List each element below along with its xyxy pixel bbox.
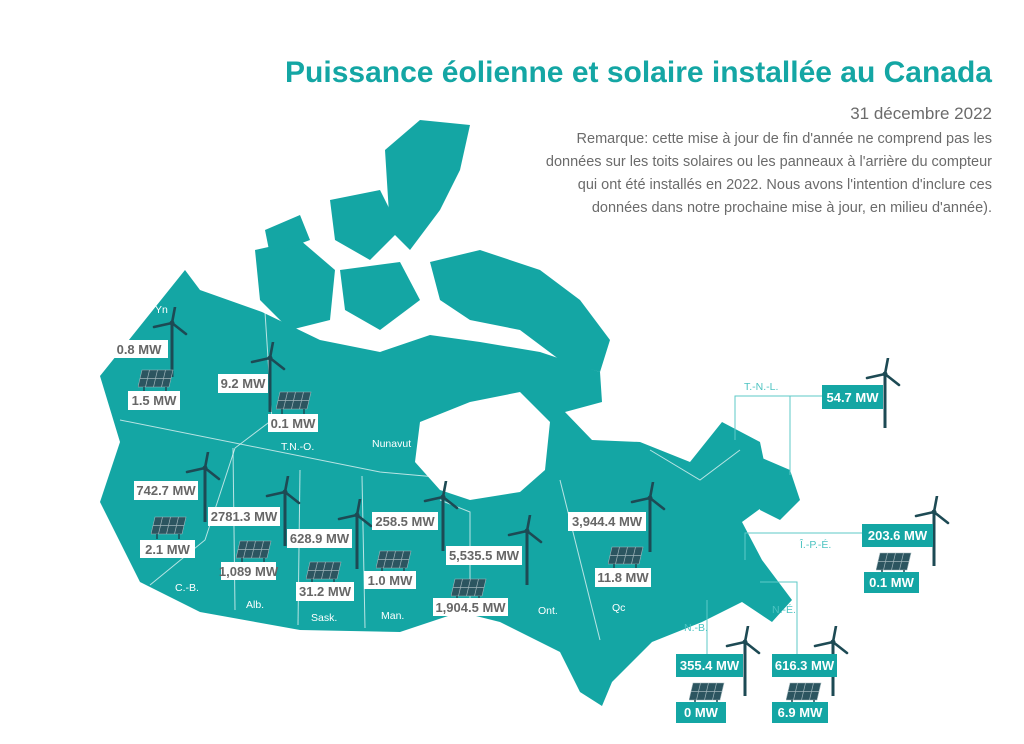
wind-turbine-icon — [248, 340, 292, 417]
solar-capacity-label: 0.1 MW — [864, 572, 919, 593]
solar-capacity-label: 31.2 MW — [296, 582, 354, 601]
baffin-island — [430, 250, 610, 372]
region-label: T.N.-O. — [281, 441, 315, 453]
solar-panel-icon — [235, 539, 272, 568]
arctic-island — [265, 215, 310, 255]
solar-panel-icon — [150, 515, 187, 544]
region-label: C.-B. — [175, 582, 199, 594]
solar-capacity-label: 2.1 MW — [140, 540, 195, 558]
region-label: Sask. — [311, 612, 338, 624]
solar-capacity-label: 6.9 MW — [772, 702, 828, 723]
wind-turbine-icon — [723, 624, 767, 701]
solar-panel-icon — [305, 560, 342, 589]
region-label: Nunavut — [372, 438, 412, 450]
region-label: Alb. — [246, 599, 265, 611]
solar-capacity-label: 1,089 MW — [218, 562, 279, 580]
wind-capacity-label: 203.6 MW — [862, 524, 933, 547]
wind-capacity-label: 0.8 MW — [110, 340, 168, 358]
region-label: T.-N.-L. — [744, 381, 779, 393]
wind-capacity-label: 2781.3 MW — [208, 507, 280, 526]
region-label: Ont. — [538, 605, 558, 617]
hudson-bay — [415, 392, 550, 500]
remark-note: Remarque: cette mise à jour de fin d'ann… — [545, 131, 992, 216]
solar-capacity-label: 11.8 MW — [595, 568, 651, 587]
victoria-island — [255, 240, 335, 330]
region-label: Man. — [381, 610, 405, 622]
solar-capacity-label: 1.0 MW — [364, 571, 416, 589]
solar-panel-icon — [450, 577, 487, 606]
solar-panel-icon — [875, 551, 912, 580]
wind-turbine-icon — [863, 356, 907, 433]
region-label: Qc — [612, 602, 626, 614]
solar-panel-icon — [275, 390, 312, 419]
wind-capacity-label: 616.3 MW — [772, 654, 837, 677]
arctic-island — [340, 262, 420, 330]
solar-capacity-label: 1.5 MW — [128, 391, 180, 410]
wind-turbine-icon — [335, 497, 379, 574]
wind-capacity-label: 54.7 MW — [822, 385, 883, 409]
wind-capacity-label: 742.7 MW — [134, 481, 198, 500]
region-label: N.-É. — [772, 604, 796, 616]
solar-capacity-label: 1,904.5 MW — [433, 598, 508, 616]
wind-capacity-label: 258.5 MW — [372, 512, 438, 530]
solar-panel-icon — [375, 549, 412, 578]
wind-turbine-icon — [421, 479, 465, 556]
ellesmere-island — [385, 120, 470, 250]
date: 31 décembre 2022 — [850, 104, 992, 123]
solar-capacity-label: 0 MW — [676, 702, 726, 723]
arctic-island — [330, 190, 400, 260]
wind-turbine-icon — [628, 480, 672, 557]
newfoundland — [752, 455, 800, 520]
wind-capacity-label: 3,944.4 MW — [568, 512, 646, 531]
wind-turbine-icon — [150, 305, 194, 382]
wind-turbine-icon — [183, 450, 227, 527]
wind-turbine-icon — [505, 513, 549, 590]
wind-turbine-icon — [263, 474, 307, 551]
wind-capacity-label: 9.2 MW — [218, 374, 268, 393]
solar-panel-icon — [785, 681, 822, 710]
wind-capacity-label: 5,535.5 MW — [446, 546, 522, 565]
wind-capacity-label: 628.9 MW — [287, 529, 352, 548]
wind-turbine-icon — [912, 494, 956, 571]
region-label: Î.-P.-É. — [800, 539, 832, 551]
page-title: Puissance éolienne et solaire installée … — [285, 56, 992, 89]
region-label: N.-B. — [684, 622, 708, 634]
solar-capacity-label: 0.1 MW — [268, 414, 318, 432]
wind-capacity-label: 355.4 MW — [676, 654, 743, 677]
region-label: Yn — [155, 304, 168, 316]
